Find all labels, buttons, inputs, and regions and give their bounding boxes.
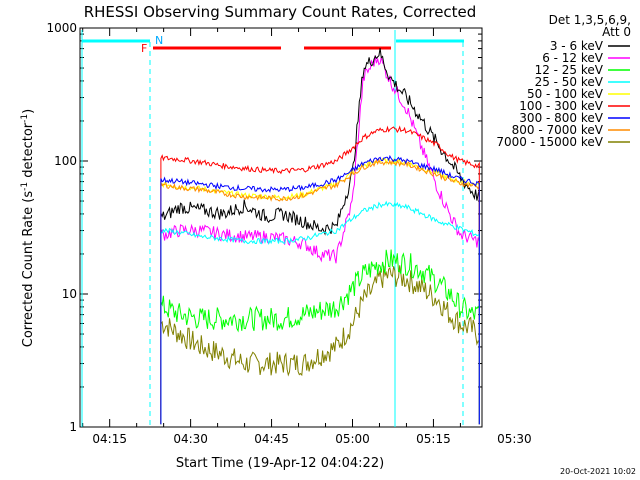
legend-label: 800 - 7000 keV [512, 123, 604, 137]
footer-date: 20-Oct-2021 10:02 [560, 467, 636, 476]
x-tick-label: 04:45 [254, 432, 289, 446]
legend-label: 300 - 800 keV [519, 111, 603, 125]
x-tick-label: 05:15 [416, 432, 451, 446]
y-axis: 1 10 100 1000 [46, 21, 482, 434]
plot-frame [79, 27, 483, 428]
y-tick-label: 100 [54, 154, 77, 168]
legend-label: 50 - 100 keV [527, 87, 604, 101]
x-tick-label: 05:00 [335, 432, 370, 446]
series-line [160, 154, 480, 425]
series-line [160, 249, 480, 425]
legend-label: 3 - 6 keV [550, 39, 604, 53]
y-tick-label: 1000 [46, 21, 77, 35]
legend-label: 12 - 25 keV [535, 63, 604, 77]
legend-label: 6 - 12 keV [542, 51, 604, 65]
detector-info-line1: Det 1,3,5,6,9, [549, 13, 631, 27]
x-axis: 04:15 04:30 04:45 05:00 05:15 05:30 [82, 28, 532, 446]
series-line [160, 48, 480, 425]
x-tick-label: 04:30 [173, 432, 208, 446]
detector-info-line2: Att 0 [602, 25, 631, 39]
flare-flag-label: F [141, 42, 147, 55]
legend-label: 25 - 50 keV [535, 75, 604, 89]
series-line [160, 200, 480, 425]
chart-title: RHESSI Observing Summary Count Rates, Co… [84, 3, 477, 21]
night-flag-label: N [155, 34, 163, 47]
y-tick-label: 1 [69, 420, 77, 434]
x-axis-label: Start Time (19-Apr-12 04:04:22) [176, 456, 384, 471]
legend-label: 100 - 300 keV [519, 99, 603, 113]
x-tick-label: 04:15 [92, 432, 127, 446]
y-axis-label: Corrected Count Rate (s-1 detector-1) [20, 109, 36, 347]
y-tick-label: 10 [62, 287, 77, 301]
series-line [160, 55, 480, 425]
legend-label: 7000 - 15000 keV [496, 135, 603, 149]
x-tick-label: 05:30 [497, 432, 532, 446]
series-line [160, 265, 480, 425]
series-line [160, 158, 480, 425]
series-lines [160, 48, 480, 425]
series-line [160, 125, 480, 425]
